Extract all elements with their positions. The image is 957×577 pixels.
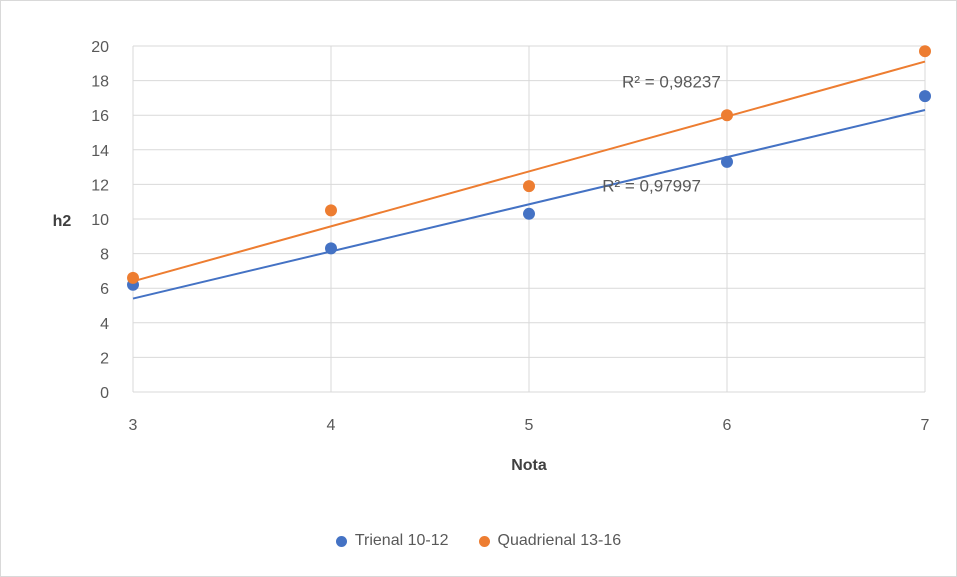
y-tick-label: 2 — [100, 350, 109, 367]
data-point-series-1 — [919, 45, 931, 58]
y-tick-label: 6 — [100, 281, 109, 298]
legend-marker-icon — [335, 535, 347, 547]
r-squared-label-series-0: R² = 0,97997 — [602, 176, 701, 195]
y-tick-label: 14 — [91, 143, 109, 160]
legend: Trienal 10-12 Quadrienal 13-16 — [0, 532, 957, 550]
data-points — [127, 45, 931, 291]
y-tick-label: 18 — [91, 74, 109, 91]
y-tick-label: 12 — [91, 177, 109, 194]
r-squared-labels: R² = 0,97997 R² = 0,98237 — [602, 73, 721, 196]
y-tick-label: 0 — [100, 385, 109, 402]
grid-lines — [132, 45, 926, 393]
data-point-series-0 — [721, 155, 733, 168]
data-point-series-0 — [325, 242, 337, 255]
data-point-series-0 — [919, 90, 931, 103]
data-point-series-1 — [721, 109, 733, 122]
legend-label: Quadrienal 13-16 — [497, 532, 622, 549]
r-squared-label-series-1: R² = 0,98237 — [622, 73, 721, 92]
y-axis-title: h2 — [53, 213, 72, 230]
data-point-series-0 — [523, 207, 535, 220]
legend-label: Trienal 10-12 — [354, 532, 449, 549]
legend-marker-icon — [478, 535, 490, 547]
y-tick-label: 8 — [100, 247, 109, 264]
trendline-series-0 — [132, 109, 926, 300]
data-point-series-1 — [523, 180, 535, 193]
tick-labels: 0 2 4 6 8 10 12 14 16 18 20 3 4 5 6 7 — [91, 39, 929, 434]
data-point-series-1 — [325, 204, 337, 217]
x-tick-label: 4 — [327, 417, 336, 434]
trendlines — [132, 60, 926, 300]
y-tick-label: 4 — [100, 316, 109, 333]
x-axis-title: Nota — [511, 457, 547, 474]
x-tick-label: 6 — [723, 417, 732, 434]
x-tick-label: 5 — [525, 417, 534, 434]
legend-item-series-1: Quadrienal 13-16 — [478, 532, 622, 550]
trendline-series-1 — [132, 60, 926, 283]
legend-item-series-0: Trienal 10-12 — [335, 532, 449, 550]
y-tick-label: 16 — [91, 108, 109, 125]
x-tick-label: 7 — [921, 417, 930, 434]
x-tick-label: 3 — [129, 417, 138, 434]
y-tick-label: 20 — [91, 39, 109, 56]
data-point-series-1 — [127, 271, 139, 284]
y-tick-label: 10 — [91, 212, 109, 229]
